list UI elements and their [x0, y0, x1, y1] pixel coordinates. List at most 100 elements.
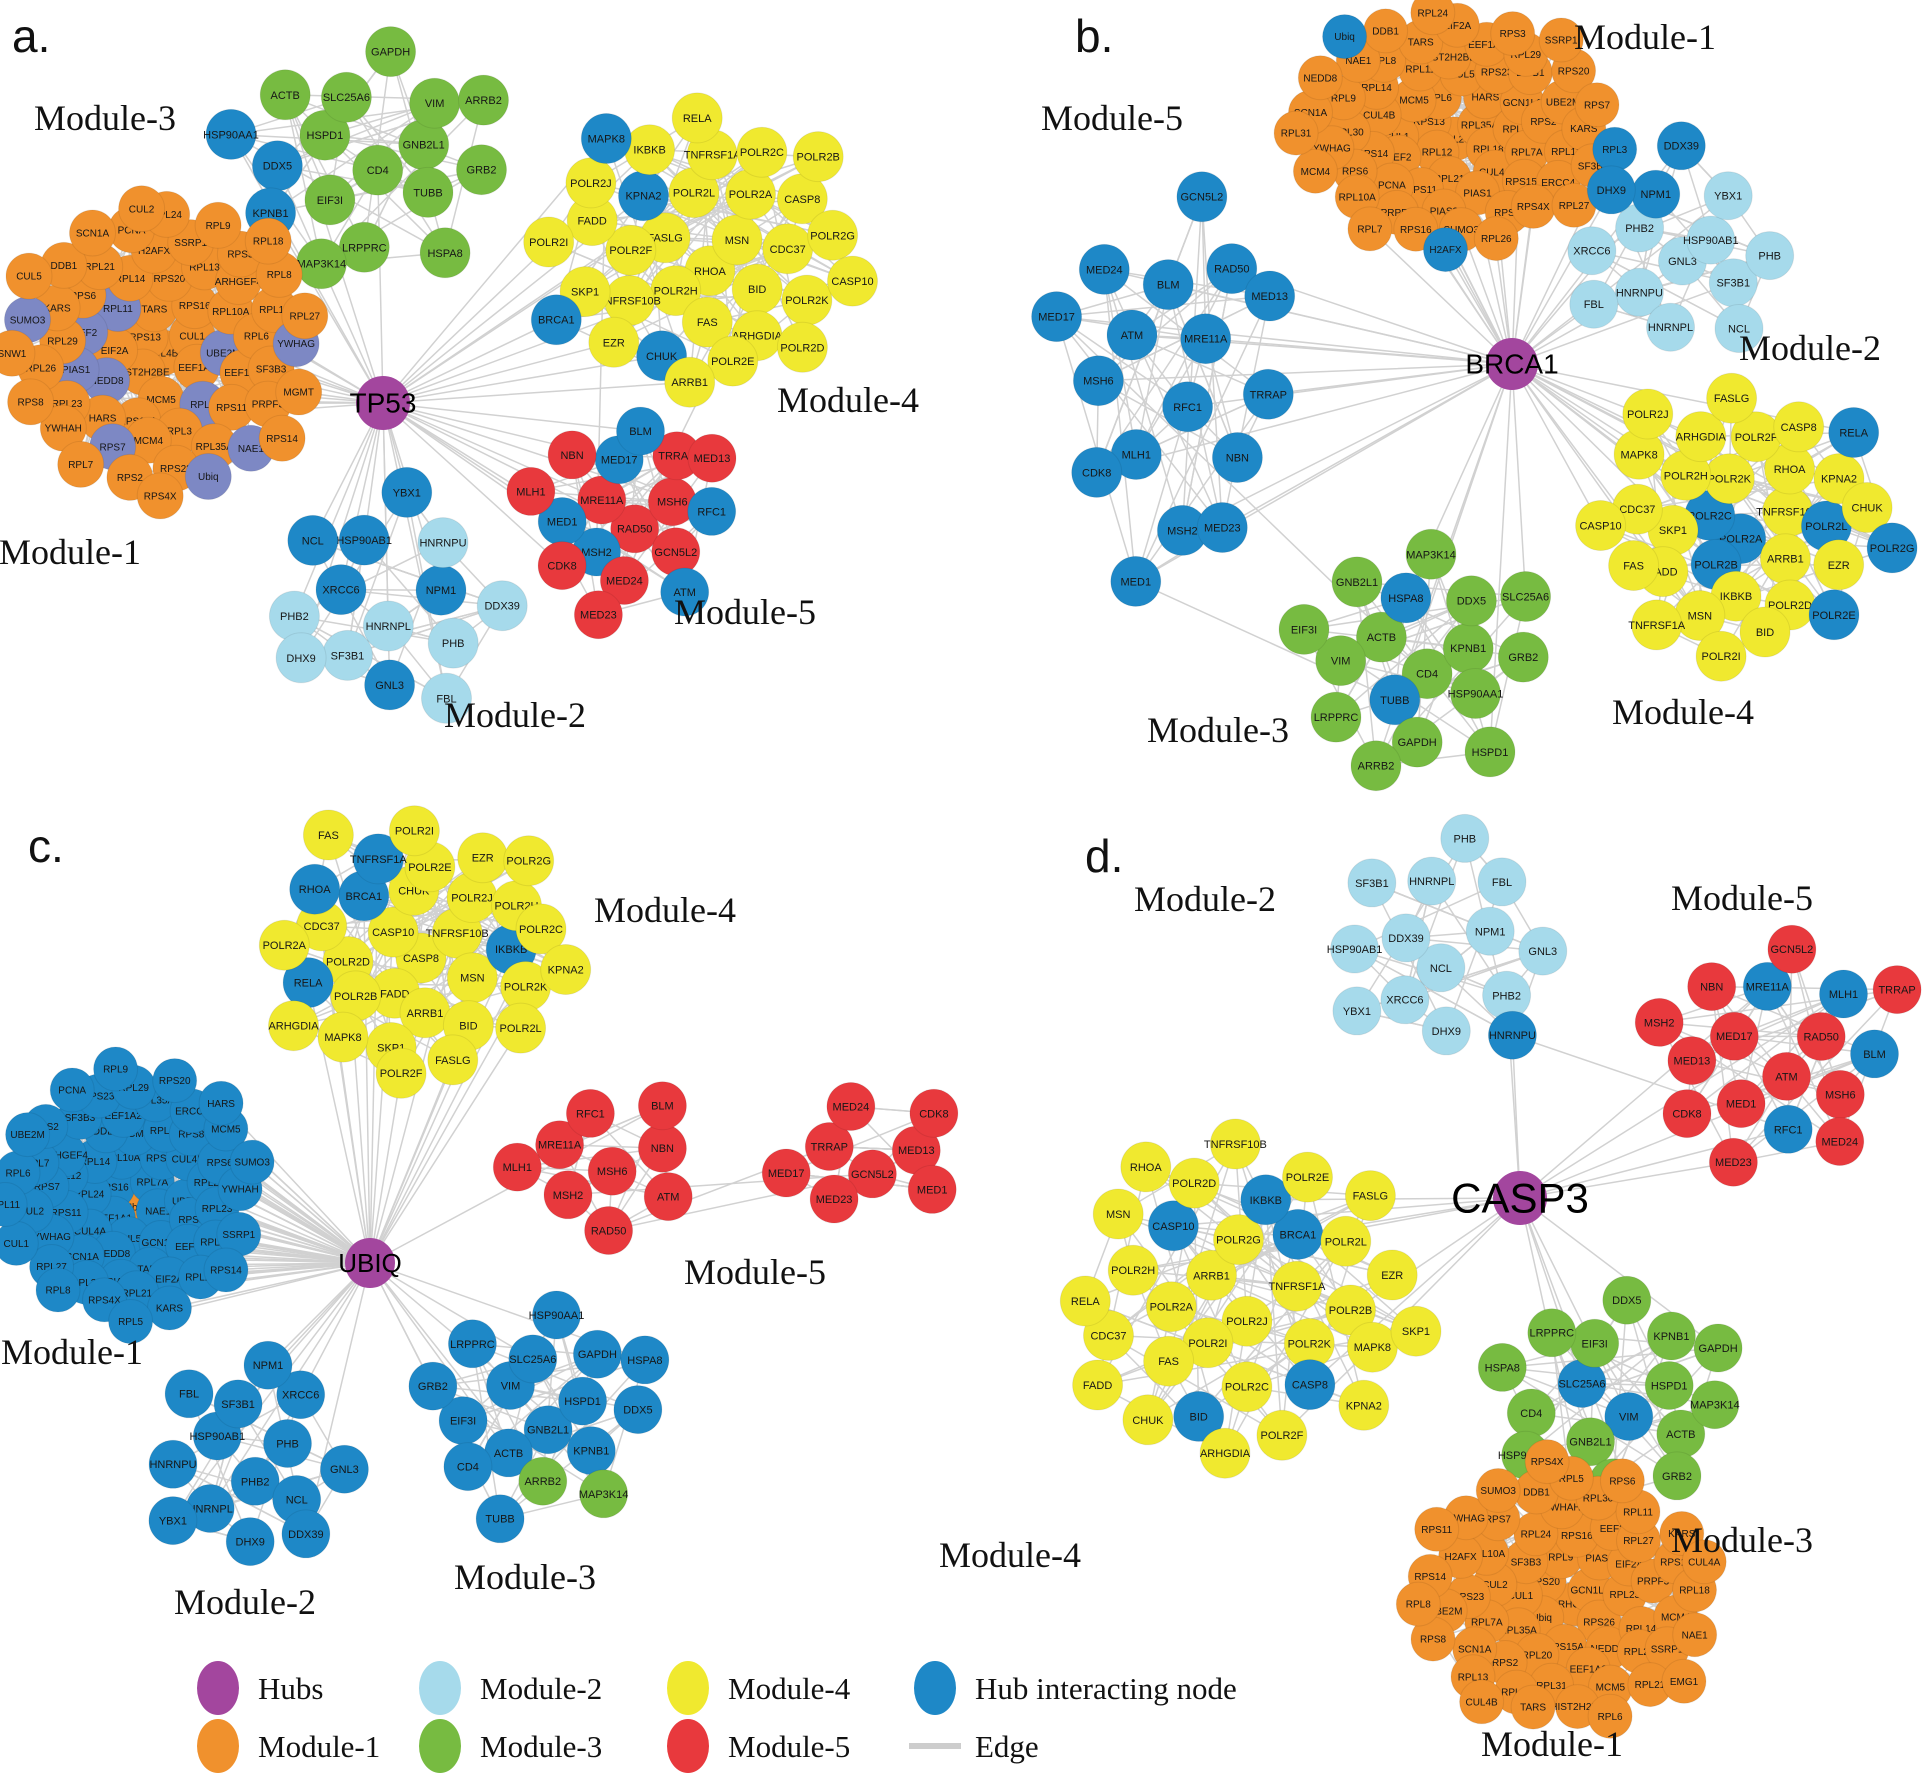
node-POLR2E: [1282, 1151, 1333, 1203]
node-label-KPNA2: KPNA2: [548, 964, 584, 976]
node-EZR: [1366, 1249, 1418, 1301]
node-IKBKB: [1240, 1174, 1292, 1226]
node-label-POLR2B: POLR2B: [334, 991, 377, 1003]
node-MSH6: [587, 1146, 637, 1196]
node-RAD50: [610, 504, 660, 554]
node-label-FBL: FBL: [436, 693, 456, 705]
node-label-EZR: EZR: [603, 337, 625, 349]
node-RPL11: [0, 1182, 28, 1227]
node-label-HNRNPL: HNRNPL: [1409, 876, 1454, 888]
node-label-CDK8: CDK8: [547, 561, 576, 573]
node-label-CUL1: CUL1: [179, 332, 205, 343]
node-label-RPL14: RPL14: [115, 274, 146, 285]
node-label-CUL4B: CUL4B: [172, 1154, 205, 1165]
node-label-DDB1: DDB1: [1372, 27, 1399, 38]
node-RPL27: [281, 292, 329, 340]
node-label-NAE1: NAE1: [238, 444, 265, 455]
node-label-EEF2: EEF2: [72, 328, 97, 339]
node-label-SF3B1: SF3B1: [1716, 278, 1750, 290]
node-label-MRE11A: MRE11A: [1746, 981, 1790, 993]
module-label: Module-2: [1739, 328, 1881, 368]
node-label-CUL2: CUL2: [19, 1206, 45, 1217]
node-label-HSPD1: HSPD1: [307, 130, 344, 142]
node-label-RPL21: RPL21: [1635, 1680, 1666, 1691]
node-label-SNW1: SNW1: [0, 349, 27, 360]
node-label-RPL11: RPL11: [103, 304, 133, 315]
node-label-RPS2: RPS2: [1492, 1658, 1519, 1669]
node-SSRP1: [1538, 17, 1584, 63]
node-HSP90AA1: [532, 1290, 581, 1340]
node-label-MAPK8: MAPK8: [588, 134, 625, 146]
node-label-RPL24: RPL24: [74, 1190, 105, 1201]
node-label-RPL11: RPL11: [1623, 1507, 1653, 1518]
node-label-MED17: MED17: [1716, 1031, 1753, 1043]
node-label-POLR2H: POLR2H: [654, 286, 698, 298]
node-label-POLR2L: POLR2L: [1325, 1236, 1367, 1248]
node-SKP1: [1390, 1305, 1442, 1357]
node-HSP90AA1: [205, 108, 257, 160]
node-GRB2: [1652, 1451, 1702, 1501]
node-RPS7: [1574, 82, 1620, 128]
node-label-CUL4A: CUL4A: [74, 1227, 107, 1238]
node-label-CASP10: CASP10: [372, 927, 414, 939]
node-POLR2C: [736, 126, 788, 178]
node-label-POLR2E: POLR2E: [1812, 610, 1855, 622]
node-MED13: [687, 433, 737, 483]
node-label-RPL9: RPL9: [1548, 1552, 1573, 1563]
node-label-HSP90AA1: HSP90AA1: [203, 129, 259, 141]
node-label-NBN: NBN: [560, 450, 583, 462]
node-label-TRRAP: TRRAP: [658, 451, 695, 463]
node-label-EEF1A2: EEF1A2: [224, 368, 262, 379]
node-label-TNFRSF1A: TNFRSF1A: [1268, 1281, 1326, 1293]
node-label-RPL21: RPL21: [84, 262, 115, 273]
node-GAPDH: [1693, 1323, 1743, 1373]
node-label-NCL: NCL: [1430, 963, 1452, 975]
node-FADD: [1072, 1359, 1124, 1411]
node-label-BID: BID: [1190, 1411, 1208, 1423]
node-label-SSRP1: SSRP1: [222, 1230, 255, 1241]
node-label-RPS16: RPS16: [1561, 1531, 1593, 1542]
node-label-SF3B1: SF3B1: [1355, 878, 1389, 890]
node-label-PHB: PHB: [1758, 251, 1781, 263]
node-label-PIAS1: PIAS1: [1463, 188, 1492, 199]
node-MGMT: [275, 368, 323, 416]
node-ARRB1: [664, 356, 716, 408]
legend-label-module-2: Module-2: [480, 1671, 602, 1706]
node-XRCC6: [1380, 975, 1430, 1025]
node-label-GCN1L1: GCN1L1: [1503, 98, 1542, 109]
node-label-RPS23: RPS23: [1481, 68, 1513, 79]
node-label-MED24: MED24: [1086, 264, 1123, 276]
node-label-RPL21: RPL21: [1434, 174, 1465, 185]
node-label-POLR2J: POLR2J: [570, 178, 612, 190]
node-YBX1: [1703, 171, 1753, 221]
node-POLR2J: [1221, 1295, 1273, 1347]
legend-swatch-hub-interacting-node: [914, 1661, 956, 1715]
node-MED1: [907, 1164, 957, 1214]
node-label-POLR2H: POLR2H: [1111, 1265, 1155, 1277]
node-label-RPS7: RPS7: [100, 442, 127, 453]
node-POLR2G: [1213, 1214, 1264, 1266]
node-HNRNPU: [417, 517, 469, 569]
module-label: Module-4: [594, 890, 736, 930]
node-label-GNL3: GNL3: [1668, 256, 1697, 268]
node-label-HSP90AB1: HSP90AB1: [1327, 944, 1383, 956]
node-HSP90AB1: [1686, 215, 1736, 265]
node-label-GNB2L1: GNB2L1: [403, 140, 445, 152]
node-label-RPS14: RPS14: [266, 434, 298, 445]
hub-node-BRCA1: [1486, 338, 1538, 390]
node-label-RELA: RELA: [294, 978, 323, 990]
node-label-CD4: CD4: [367, 165, 389, 177]
node-BRCA1: [530, 294, 582, 346]
node-ARHGDIA: [268, 1000, 319, 1052]
node-TRRAP: [1242, 368, 1294, 420]
node-label-PCNA: PCNA: [118, 225, 146, 236]
node-label-RPL35A: RPL35A: [1500, 1625, 1538, 1636]
module-label: Module-1: [1574, 17, 1716, 57]
node-MAP3K14: [1690, 1380, 1740, 1430]
node-label-SKP1: SKP1: [1659, 525, 1687, 537]
node-RPS4X: [1524, 1439, 1570, 1485]
node-label-ATM: ATM: [1121, 330, 1143, 342]
node-XRCC6: [315, 564, 367, 616]
module-label: Module-4: [1612, 692, 1754, 732]
node-TUBB: [475, 1494, 525, 1544]
